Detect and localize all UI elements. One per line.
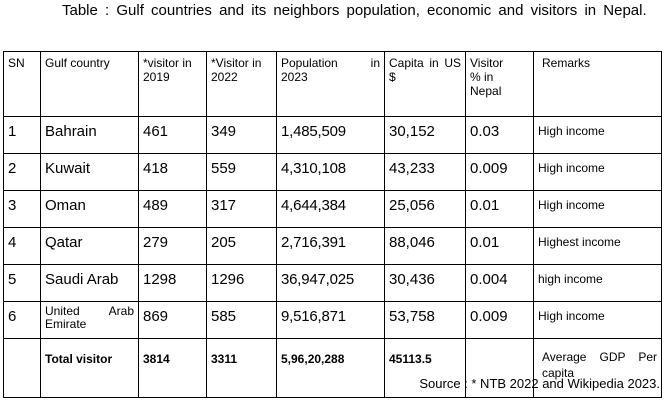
cell-capita: 53,758 — [384, 301, 466, 339]
cell-sn: 1 — [3, 116, 41, 154]
cell-visitor-2022: 585 — [206, 301, 277, 339]
cell-visitor-2022: 1296 — [206, 264, 277, 302]
cell-visitor-pct: 0.03 — [465, 116, 534, 154]
cell-visitor-2019: 461 — [138, 116, 207, 154]
header-remarks: Remarks — [533, 51, 662, 117]
cell-sn: 3 — [3, 190, 41, 228]
cell-remark: high income — [533, 264, 662, 302]
cell-population: 1,485,509 — [276, 116, 385, 154]
cell-remark: High income — [533, 116, 662, 154]
cell-remark: High income — [533, 190, 662, 228]
header-country: Gulf country — [40, 51, 139, 117]
cell-country: Qatar — [40, 227, 139, 265]
cell-population: 9,516,871 — [276, 301, 385, 339]
cell-sn-empty — [3, 338, 41, 398]
header-visitor-pct: Visitor % in Nepal — [465, 51, 534, 117]
cell-country: Oman — [40, 190, 139, 228]
header-capita: Capita in US $ — [384, 51, 466, 117]
cell-capita: 88,046 — [384, 227, 466, 265]
cell-visitor-pct: 0.009 — [465, 153, 534, 191]
cell-population: 36,947,025 — [276, 264, 385, 302]
cell-capita: 43,233 — [384, 153, 466, 191]
cell-visitor-pct: 0.01 — [465, 190, 534, 228]
cell-visitor-2019: 1298 — [138, 264, 207, 302]
total-visitor-2019: 3814 — [138, 338, 207, 398]
cell-capita: 30,152 — [384, 116, 466, 154]
cell-visitor-2019: 279 — [138, 227, 207, 265]
cell-visitor-pct: 0.01 — [465, 227, 534, 265]
cell-visitor-2019: 418 — [138, 153, 207, 191]
cell-visitor-2022: 317 — [206, 190, 277, 228]
total-visitor-2022: 3311 — [206, 338, 277, 398]
document-title: Table : Gulf countries and its neighbors… — [62, 2, 647, 19]
source-note: Source : * NTB 2022 and Wikipedia 2023. — [419, 376, 660, 391]
cell-capita: 25,056 — [384, 190, 466, 228]
cell-sn: 5 — [3, 264, 41, 302]
cell-population: 4,644,384 — [276, 190, 385, 228]
header-visitor-2019: *visitor in 2019 — [138, 51, 207, 117]
header-visitor-2022: *Visitor in 2022 — [206, 51, 277, 117]
header-population: Population in 2023 — [276, 51, 385, 117]
table-header-row: SN Gulf country *visitor in 2019 *Visito… — [3, 51, 662, 117]
cell-remark: High income — [533, 153, 662, 191]
cell-sn: 4 — [3, 227, 41, 265]
cell-country: Bahrain — [40, 116, 139, 154]
cell-visitor-2019: 869 — [138, 301, 207, 339]
total-population: 5,96,20,288 — [276, 338, 385, 398]
cell-country: Kuwait — [40, 153, 139, 191]
cell-remark: High income — [533, 301, 662, 339]
cell-sn: 6 — [3, 301, 41, 339]
cell-visitor-2019: 489 — [138, 190, 207, 228]
total-label: Total visitor — [40, 338, 139, 398]
table-row: 6 United Arab Emirate 869 585 9,516,871 … — [3, 301, 662, 339]
cell-sn: 2 — [3, 153, 41, 191]
total-remark: Average GDP Per capita — [533, 338, 662, 398]
cell-visitor-2022: 349 — [206, 116, 277, 154]
cell-visitor-2022: 205 — [206, 227, 277, 265]
cell-population: 4,310,108 — [276, 153, 385, 191]
cell-capita: 30,436 — [384, 264, 466, 302]
table-row: 3 Oman 489 317 4,644,384 25,056 0.01 Hig… — [3, 190, 662, 228]
data-table: SN Gulf country *visitor in 2019 *Visito… — [3, 51, 662, 398]
header-sn: SN — [3, 51, 41, 117]
cell-visitor-pct: 0.009 — [465, 301, 534, 339]
cell-country: Saudi Arab — [40, 264, 139, 302]
table-row: 2 Kuwait 418 559 4,310,108 43,233 0.009 … — [3, 153, 662, 191]
cell-visitor-2022: 559 — [206, 153, 277, 191]
cell-visitor-pct: 0.004 — [465, 264, 534, 302]
table-row: 4 Qatar 279 205 2,716,391 88,046 0.01 Hi… — [3, 227, 662, 265]
total-pct-empty — [465, 338, 534, 398]
table-row: 1 Bahrain 461 349 1,485,509 30,152 0.03 … — [3, 116, 662, 154]
cell-remark: Highest income — [533, 227, 662, 265]
table-row: 5 Saudi Arab 1298 1296 36,947,025 30,436… — [3, 264, 662, 302]
table-total-row: Total visitor 3814 3311 5,96,20,288 4511… — [3, 338, 662, 398]
cell-country: United Arab Emirate — [40, 301, 139, 339]
cell-population: 2,716,391 — [276, 227, 385, 265]
